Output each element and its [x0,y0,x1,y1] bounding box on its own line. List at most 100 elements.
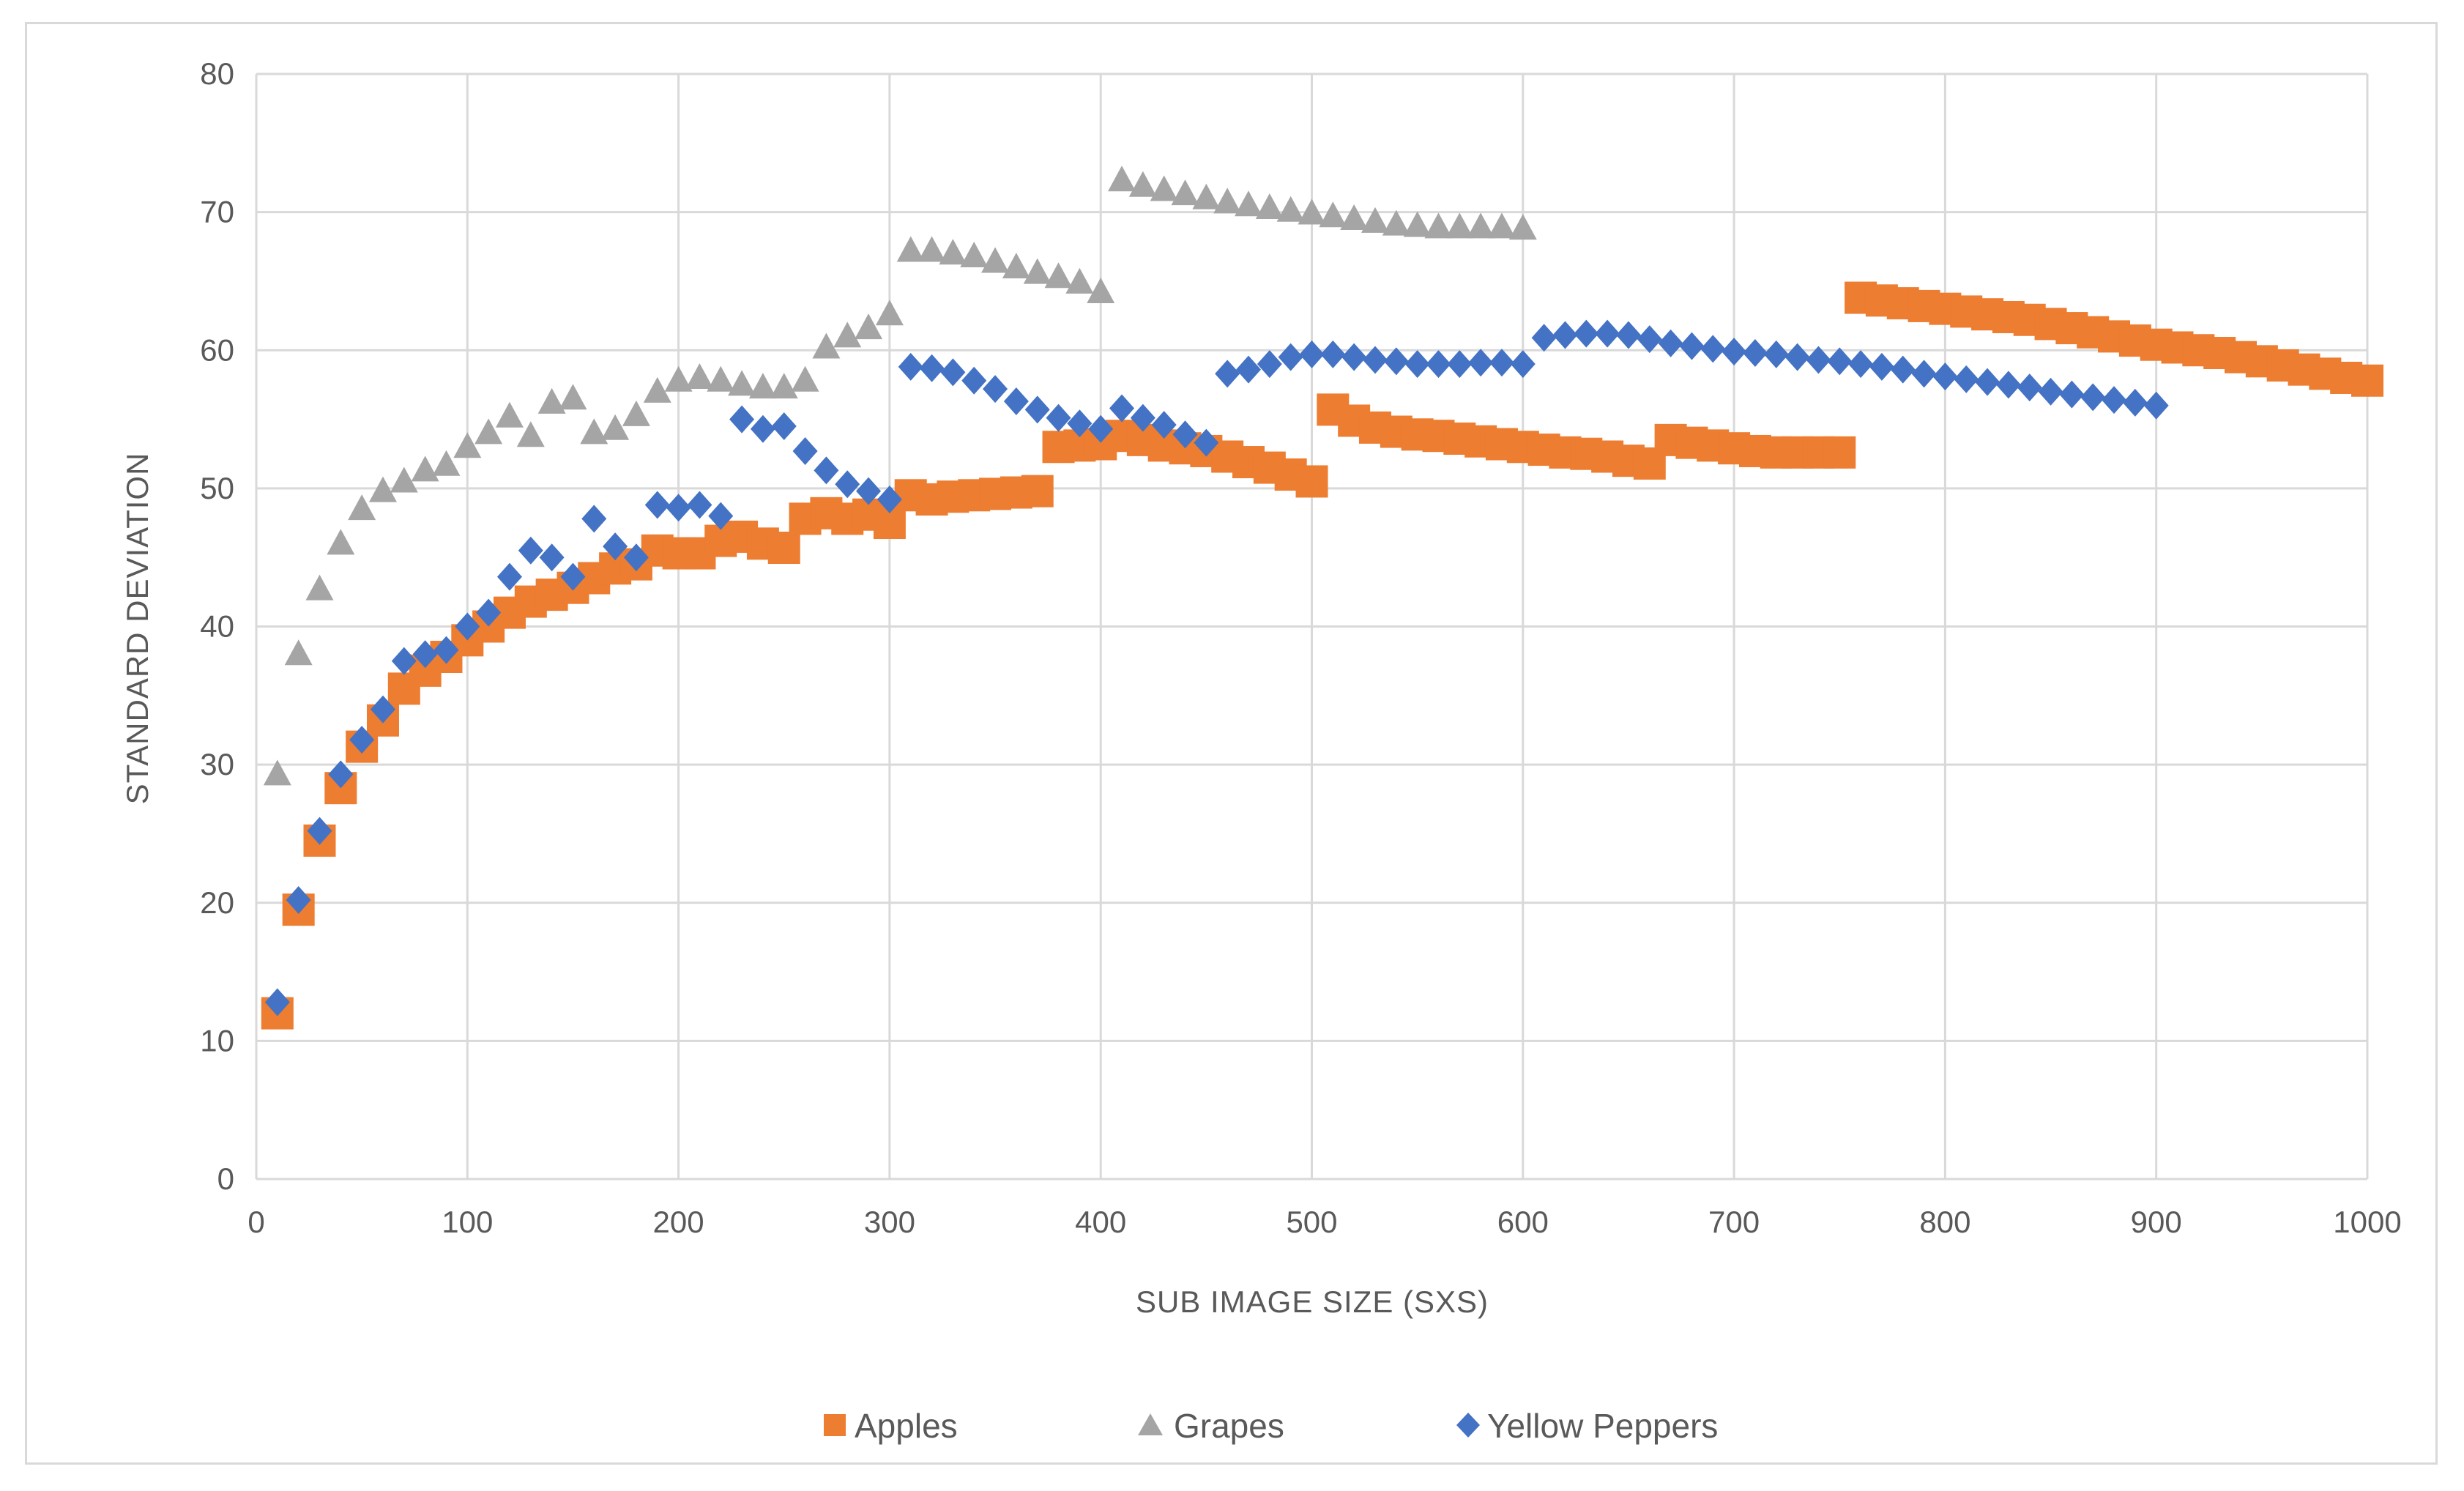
yellow-peppers-point [771,412,797,440]
grapes-point [516,421,545,447]
yellow-peppers-point [1658,329,1683,357]
series-grapes [263,166,1537,786]
y-tick-label: 60 [200,332,234,367]
x-tick-label: 700 [1708,1205,1760,1239]
yellow-peppers-point [1510,350,1536,379]
grapes-point [1487,212,1516,239]
yellow-peppers-point [1637,325,1662,354]
yellow-peppers-point [1911,360,1937,388]
grapes-point [348,494,376,521]
yellow-peppers-point [1130,404,1155,432]
yellow-peppers-point [496,562,522,591]
grapes-point [559,384,587,410]
grapes-point [1044,262,1073,289]
yellow-peppers-point [1869,352,1894,381]
yellow-peppers-point [433,636,459,664]
yellow-peppers-point [814,456,839,485]
yellow-peppers-point [560,562,586,591]
yellow-peppers-point [2017,373,2042,402]
yellow-peppers-point [1995,371,2021,399]
apples-point [2351,364,2383,397]
yellow-peppers-point [1172,420,1198,449]
yellow-peppers-point [792,436,818,465]
yellow-peppers-point [1383,347,1409,376]
yellow-peppers-point [412,640,438,669]
grapes-point [664,365,693,392]
yellow-peppers-point [1574,319,1599,348]
grapes-point [960,241,989,267]
yellow-peppers-point [1447,350,1473,379]
yellow-peppers-point [1257,350,1282,379]
legend-marker-yellow-peppers [1456,1413,1480,1438]
yellow-peppers-point [2143,391,2169,420]
grapes-point [855,313,883,340]
yellow-peppers-point [1088,414,1114,443]
grapes-point [537,387,566,414]
yellow-peppers-point [1003,387,1029,416]
yellow-peppers-point [1278,343,1303,371]
apples-point [1823,436,1856,469]
grapes-point [1108,166,1136,192]
grapes-point [707,365,735,392]
yellow-peppers-point [666,494,691,522]
grapes-point [1319,201,1347,228]
grapes-point [812,332,841,359]
yellow-peppers-point [1890,355,1916,384]
grapes-point [263,759,291,786]
yellow-peppers-point [919,354,945,382]
yellow-peppers-point [1932,362,1958,391]
yellow-peppers-point [1067,409,1093,438]
yellow-peppers-point [856,477,882,505]
x-axis-title: SUB IMAGE SIZE (SXS) [1136,1284,1489,1319]
grapes-point [327,529,355,555]
legend-marker-apples [824,1414,846,1436]
apples-point [1295,465,1328,498]
yellow-peppers-point [603,532,628,561]
grapes-point [432,450,461,476]
y-tick-label: 20 [200,885,234,920]
x-tick-label: 400 [1075,1205,1126,1239]
yellow-peppers-point [623,543,649,572]
legend-marker-grapes [1138,1413,1163,1435]
grapes-point [474,418,503,445]
yellow-peppers-point [898,352,923,381]
grapes-point [791,365,819,392]
yellow-peppers-point [1489,349,1514,377]
series-yellow-peppers [264,319,2169,1016]
x-tick-label: 600 [1497,1205,1549,1239]
grapes-point [1508,214,1537,240]
x-tick-label: 1000 [2333,1205,2401,1239]
yellow-peppers-point [1426,350,1451,379]
x-tick-label: 900 [2131,1205,2182,1239]
yellow-peppers-point [1679,332,1705,360]
chart-frame [25,22,2438,1465]
y-axis-title: STANDARD DEVIATION [120,453,155,805]
yellow-peppers-point [876,485,902,513]
yellow-peppers-point [539,543,565,572]
grapes-point [1087,278,1115,304]
gridlines [255,72,2369,1180]
grapes-point [1023,258,1052,284]
yellow-peppers-point [708,502,734,530]
yellow-peppers-point [1595,319,1620,348]
grapes-point [1361,207,1389,233]
yellow-peppers-point [1468,349,1494,377]
yellow-peppers-point [1552,321,1578,349]
grapes-point [1298,198,1326,225]
yellow-peppers-point [940,358,966,387]
yellow-peppers-point [1954,365,1979,393]
yellow-peppers-point [983,375,1008,404]
x-tick-label: 200 [653,1205,704,1239]
grapes-point [896,236,925,262]
yellow-peppers-point [518,536,543,565]
yellow-peppers-point [1341,343,1367,371]
grapes-point [918,236,946,262]
yellow-peppers-point [1763,340,1789,368]
yellow-peppers-point [1109,394,1135,423]
x-tick-label: 300 [864,1205,915,1239]
grapes-point [1255,193,1284,219]
grapes-point [1150,175,1178,201]
yellow-peppers-point [1827,347,1853,376]
